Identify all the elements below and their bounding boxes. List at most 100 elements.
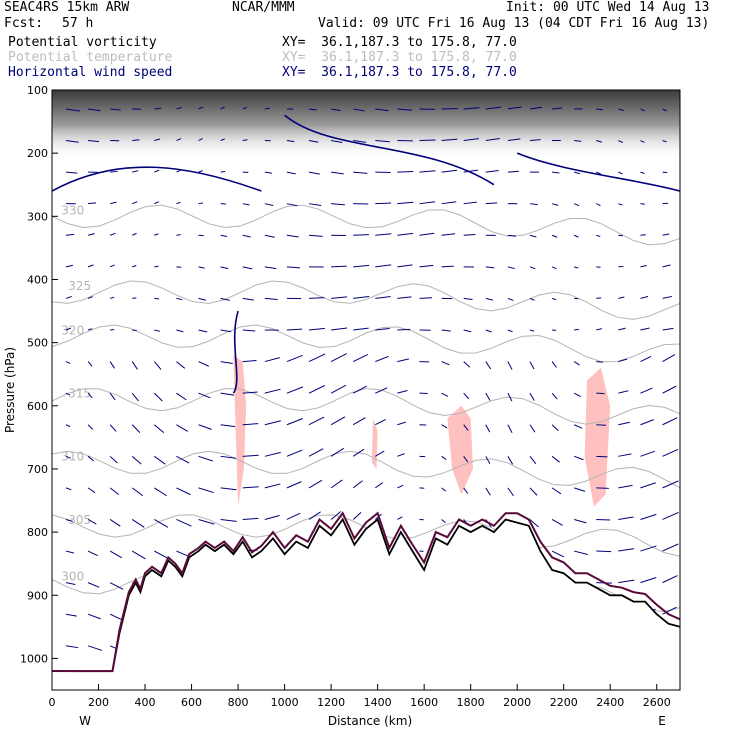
wind-vector-352	[485, 424, 491, 433]
x-axis-west-label: W	[79, 714, 91, 728]
wind-vector-433	[596, 140, 602, 143]
wind-vector-162	[264, 107, 270, 110]
theta-label-5: 305	[68, 513, 91, 527]
wind-vector-316	[441, 424, 448, 429]
x-tick-label-4: 800	[228, 696, 249, 709]
wind-vector-488	[662, 171, 668, 174]
wind-vector-279	[397, 389, 408, 394]
wind-vector-486	[662, 108, 667, 112]
wind-vector-382	[529, 234, 537, 238]
wind-vector-381	[529, 203, 538, 206]
wind-vector-79	[154, 329, 160, 332]
wind-vector-184	[286, 234, 299, 238]
wind-vector-149	[242, 266, 253, 270]
theta-label-4: 310	[61, 450, 84, 464]
wind-vector-183	[286, 203, 298, 207]
axes: 0 200 400 600 800 1000 1200 1400 1600 1800 2000 220…	[20, 84, 671, 709]
wind-vector-370	[507, 424, 513, 433]
y-tick-label-2: 300	[27, 210, 48, 223]
wind-vector-290	[419, 170, 436, 173]
wind-vector-32	[87, 550, 98, 557]
wind-vector-246	[352, 480, 363, 489]
wind-vector-175	[264, 515, 280, 520]
wind-vector-434	[596, 171, 602, 175]
wind-vector-156	[242, 486, 259, 489]
wind-vector-425	[573, 455, 584, 461]
wind-vector-502	[662, 606, 677, 615]
y-tick-label-3: 400	[27, 273, 48, 286]
wind-vector-34	[87, 613, 101, 620]
forecast-value: 57 h	[62, 16, 94, 31]
theta-label-0: 330	[61, 203, 84, 217]
wind-vector-170	[264, 357, 280, 363]
wind-vector-76	[154, 233, 159, 236]
wind-vector-399	[551, 203, 559, 206]
wind-vector-198	[308, 108, 317, 111]
wind-vector-418	[573, 234, 579, 238]
y-tick-label-8: 900	[27, 589, 48, 602]
wind-vector-240	[353, 295, 370, 299]
wind-vector-152	[242, 359, 257, 363]
wind-vector-500	[662, 543, 679, 552]
wind-vector-116	[198, 361, 209, 367]
wind-vector-185	[286, 266, 301, 269]
wind-vector-11	[65, 455, 71, 459]
theta-label-3: 315	[68, 386, 91, 400]
theta-contour-5	[52, 514, 680, 557]
wind-vector-469	[640, 140, 645, 143]
wind-vector-173	[264, 451, 281, 457]
wind-vector-42	[109, 296, 115, 299]
wind-vector-333	[463, 392, 470, 400]
wind-vector-17	[65, 645, 79, 649]
wind-vector-164	[264, 171, 272, 174]
wind-vector-243	[352, 385, 368, 394]
wind-vector-101	[176, 455, 190, 464]
wind-vector-66	[131, 487, 144, 497]
wind-speed-contours	[52, 114, 680, 394]
wind-vector-22	[87, 233, 95, 236]
theta-label-1: 325	[68, 279, 91, 293]
wind-vector-189	[286, 386, 304, 394]
wind-vector-226	[330, 416, 346, 426]
init-time: Init: 00 UTC Wed 14 Aug 13	[506, 0, 710, 15]
wind-vector-438	[596, 297, 602, 299]
wind-vector-493	[662, 327, 674, 331]
wind-vector-384	[529, 297, 535, 301]
wind-vector-450	[618, 108, 624, 112]
wind-vector-216	[331, 108, 341, 112]
wind-vector-236	[353, 171, 368, 174]
wind-vector-19	[88, 140, 100, 143]
wind-vector-390	[529, 487, 538, 496]
pv-near-surface-line	[52, 511, 680, 673]
wind-vector-310	[441, 233, 456, 236]
wind-vector-80	[153, 361, 162, 370]
wind-vector-73	[154, 138, 161, 142]
wind-speed-contour-2	[516, 152, 680, 192]
wind-vector-153	[242, 391, 258, 394]
wind-vector-389	[529, 456, 537, 465]
wind-vector-26	[87, 361, 93, 367]
wind-vector-93	[176, 201, 181, 205]
wind-vector-259	[375, 328, 390, 331]
wind-vector-465	[618, 579, 635, 584]
wind-vector-9	[65, 392, 71, 396]
wind-vector-307	[441, 138, 458, 142]
x-tick-label-2: 400	[135, 696, 156, 709]
wind-vector-319	[441, 519, 446, 524]
forecast-label: Fcst:	[4, 16, 44, 31]
wind-vector-166	[264, 234, 275, 238]
wind-vector-98	[176, 361, 186, 369]
wind-vector-347	[485, 266, 495, 269]
wind-vector-378	[529, 106, 543, 110]
wind-vector-456	[618, 296, 625, 299]
x-tick-label-12: 2400	[596, 696, 624, 709]
wind-vector-386	[529, 361, 535, 370]
wind-vector-205	[308, 327, 325, 331]
wind-vector-332	[463, 361, 471, 368]
wind-vector-410	[551, 550, 565, 558]
wind-vector-278	[397, 358, 410, 363]
wind-vector-221	[331, 265, 347, 268]
terrain-fill	[52, 519, 680, 690]
wind-vector-12	[65, 487, 72, 491]
